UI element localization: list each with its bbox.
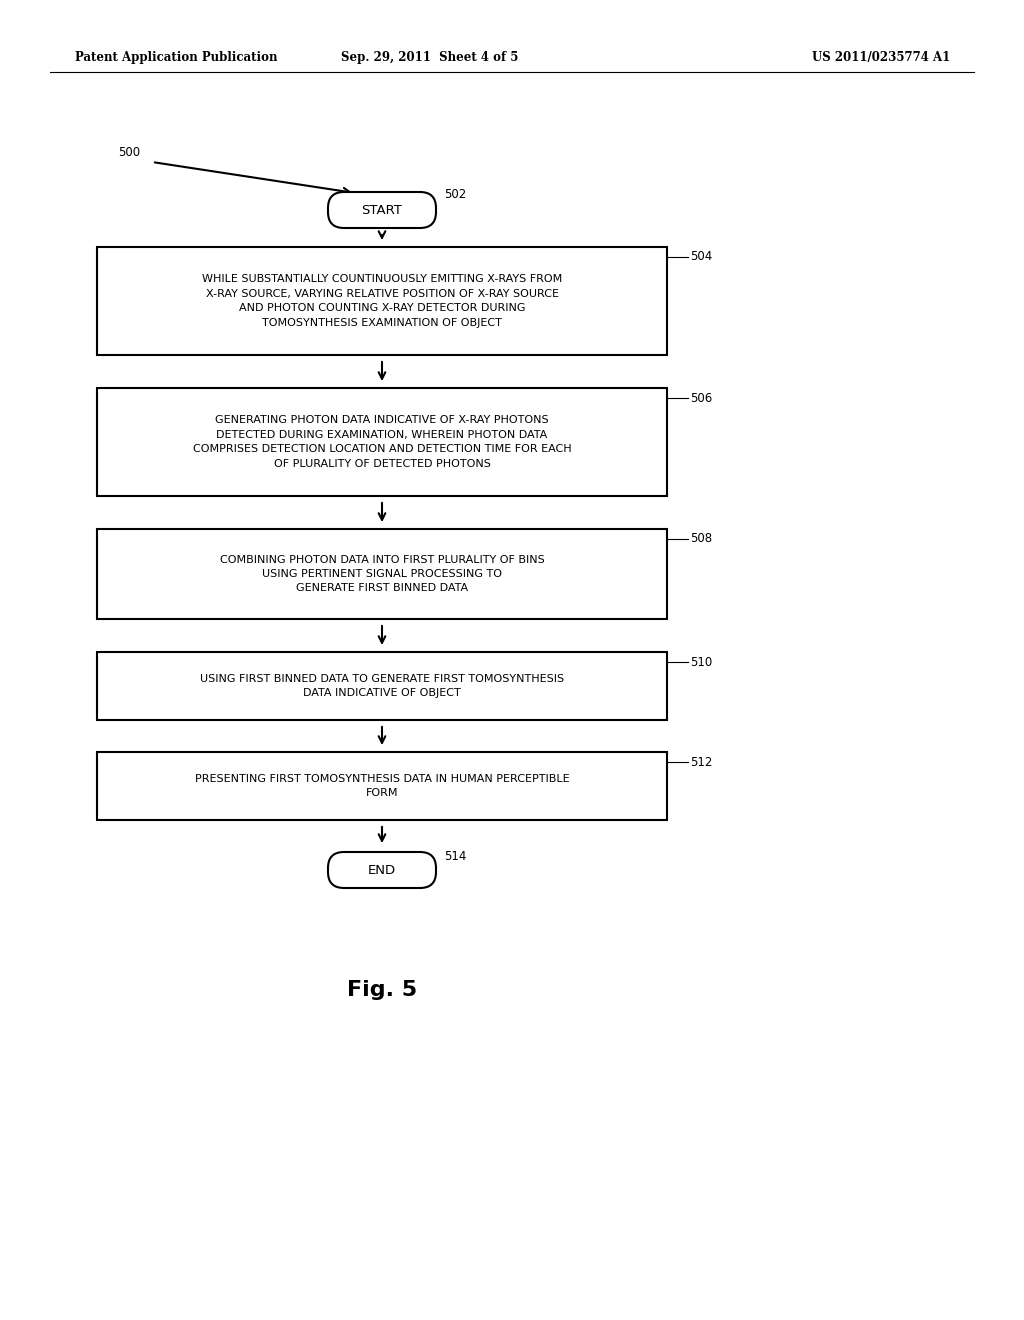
Text: 502: 502 [444, 187, 466, 201]
FancyBboxPatch shape [97, 752, 667, 820]
FancyBboxPatch shape [97, 652, 667, 719]
Text: Patent Application Publication: Patent Application Publication [75, 51, 278, 65]
Text: 504: 504 [690, 251, 713, 264]
Text: 506: 506 [690, 392, 713, 404]
Text: USING FIRST BINNED DATA TO GENERATE FIRST TOMOSYNTHESIS
DATA INDICATIVE OF OBJEC: USING FIRST BINNED DATA TO GENERATE FIRS… [200, 673, 564, 698]
FancyBboxPatch shape [97, 529, 667, 619]
Text: 512: 512 [690, 755, 713, 768]
Text: WHILE SUBSTANTIALLY COUNTINUOUSLY EMITTING X-RAYS FROM
X-RAY SOURCE, VARYING REL: WHILE SUBSTANTIALLY COUNTINUOUSLY EMITTI… [202, 275, 562, 327]
Text: 500: 500 [118, 147, 140, 160]
Text: 510: 510 [690, 656, 713, 668]
Text: COMBINING PHOTON DATA INTO FIRST PLURALITY OF BINS
USING PERTINENT SIGNAL PROCES: COMBINING PHOTON DATA INTO FIRST PLURALI… [219, 554, 545, 594]
FancyBboxPatch shape [97, 247, 667, 355]
FancyBboxPatch shape [97, 388, 667, 496]
Text: Fig. 5: Fig. 5 [347, 979, 417, 1001]
Text: Sep. 29, 2011  Sheet 4 of 5: Sep. 29, 2011 Sheet 4 of 5 [341, 51, 519, 65]
Text: START: START [361, 203, 402, 216]
Text: PRESENTING FIRST TOMOSYNTHESIS DATA IN HUMAN PERCEPTIBLE
FORM: PRESENTING FIRST TOMOSYNTHESIS DATA IN H… [195, 774, 569, 799]
Text: END: END [368, 863, 396, 876]
Text: US 2011/0235774 A1: US 2011/0235774 A1 [812, 51, 950, 65]
FancyBboxPatch shape [328, 191, 436, 228]
Text: 514: 514 [444, 850, 466, 862]
Text: 508: 508 [690, 532, 712, 545]
Text: GENERATING PHOTON DATA INDICATIVE OF X-RAY PHOTONS
DETECTED DURING EXAMINATION, : GENERATING PHOTON DATA INDICATIVE OF X-R… [193, 416, 571, 469]
FancyBboxPatch shape [328, 851, 436, 888]
